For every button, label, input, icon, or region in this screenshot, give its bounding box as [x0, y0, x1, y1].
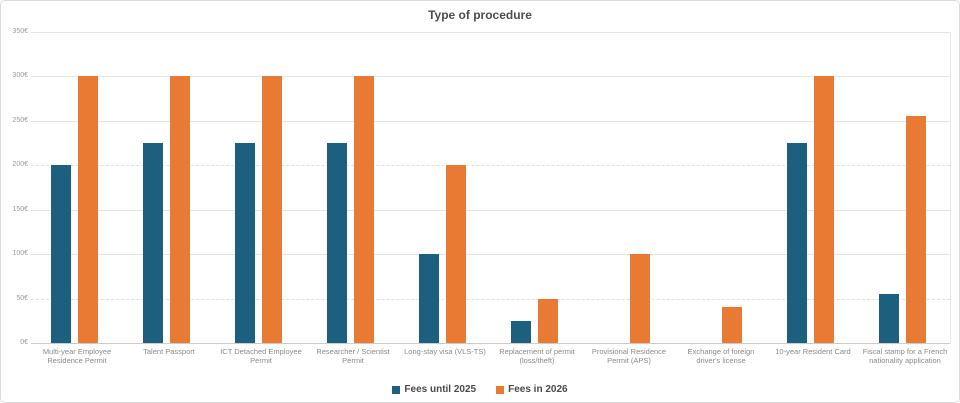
gridline: [31, 32, 950, 33]
bar-fees-in-2026: [630, 254, 650, 343]
bar-fees-in-2026: [446, 165, 466, 343]
x-axis-label: Researcher / Scientist Permit: [316, 347, 390, 365]
legend-label: Fees in 2026: [508, 384, 568, 395]
gridline: [31, 76, 950, 78]
y-axis-tick-label: 200€: [12, 161, 28, 169]
y-axis-tick-label: 50€: [16, 294, 28, 302]
bar-fees-in-2026: [78, 76, 98, 343]
bar-fees-in-2026: [538, 298, 558, 343]
bar-fees-until-2025: [51, 165, 71, 343]
y-axis-tick-label: 350€: [12, 28, 28, 35]
legend-swatch-fees-in-2026: [496, 385, 505, 394]
x-axis-label: Multi-year Employee Residence Permit: [42, 347, 112, 365]
bar-fees-in-2026: [814, 76, 834, 343]
bar-fees-until-2025: [511, 320, 531, 343]
x-axis-label: Fiscal stamp for a French nationality ap…: [862, 347, 948, 365]
legend: Fees until 2025 Fees in 2026: [1, 384, 959, 395]
bar-fees-until-2025: [143, 143, 163, 343]
y-axis-tick-label: 150€: [12, 205, 28, 213]
y-axis-tick-label: 250€: [12, 116, 28, 124]
bar-fees-until-2025: [327, 143, 347, 343]
gridline: [31, 120, 950, 122]
x-axis-label: Talent Passport: [143, 347, 195, 356]
gridline: [31, 165, 950, 167]
x-axis-label: Provisional Residence Permit (APS): [591, 347, 667, 365]
x-axis-label: Exchange of foreign driver's license: [687, 347, 755, 365]
gridline: [31, 209, 950, 211]
bar-fees-until-2025: [419, 254, 439, 343]
bar-fees-until-2025: [879, 294, 899, 343]
x-axis-label: Long-stay visa (VLS-TS): [404, 347, 486, 356]
legend-swatch-fees-until-2025: [392, 385, 401, 394]
x-axis-label: ICT Detached Employee Permit: [220, 347, 302, 365]
x-axis-label: 10-year Resident Card: [775, 347, 851, 356]
y-axis-tick-label: 0€: [20, 339, 28, 346]
legend-item-fees-in-2026: Fees in 2026: [496, 384, 568, 395]
gridline: [31, 298, 950, 300]
legend-label: Fees until 2025: [404, 384, 477, 395]
x-axis-label: Replacement of permit (loss/theft): [499, 347, 575, 365]
plot-area: [31, 32, 951, 344]
y-axis-tick-label: 100€: [12, 250, 28, 258]
gridline: [31, 254, 950, 256]
bar-fees-until-2025: [235, 143, 255, 343]
bar-fees-in-2026: [354, 76, 374, 343]
bar-fees-in-2026: [906, 116, 926, 343]
gridline: [31, 343, 950, 344]
bar-fees-in-2026: [262, 76, 282, 343]
bar-fees-in-2026: [170, 76, 190, 343]
legend-item-fees-until-2025: Fees until 2025: [392, 384, 476, 395]
bar-fees-until-2025: [787, 143, 807, 343]
chart-title: Type of procedure: [428, 8, 532, 22]
bar-fees-in-2026: [722, 307, 742, 343]
y-axis-tick-label: 300€: [12, 72, 28, 80]
x-axis: Multi-year Employee Residence Permit Tale…: [31, 347, 951, 365]
